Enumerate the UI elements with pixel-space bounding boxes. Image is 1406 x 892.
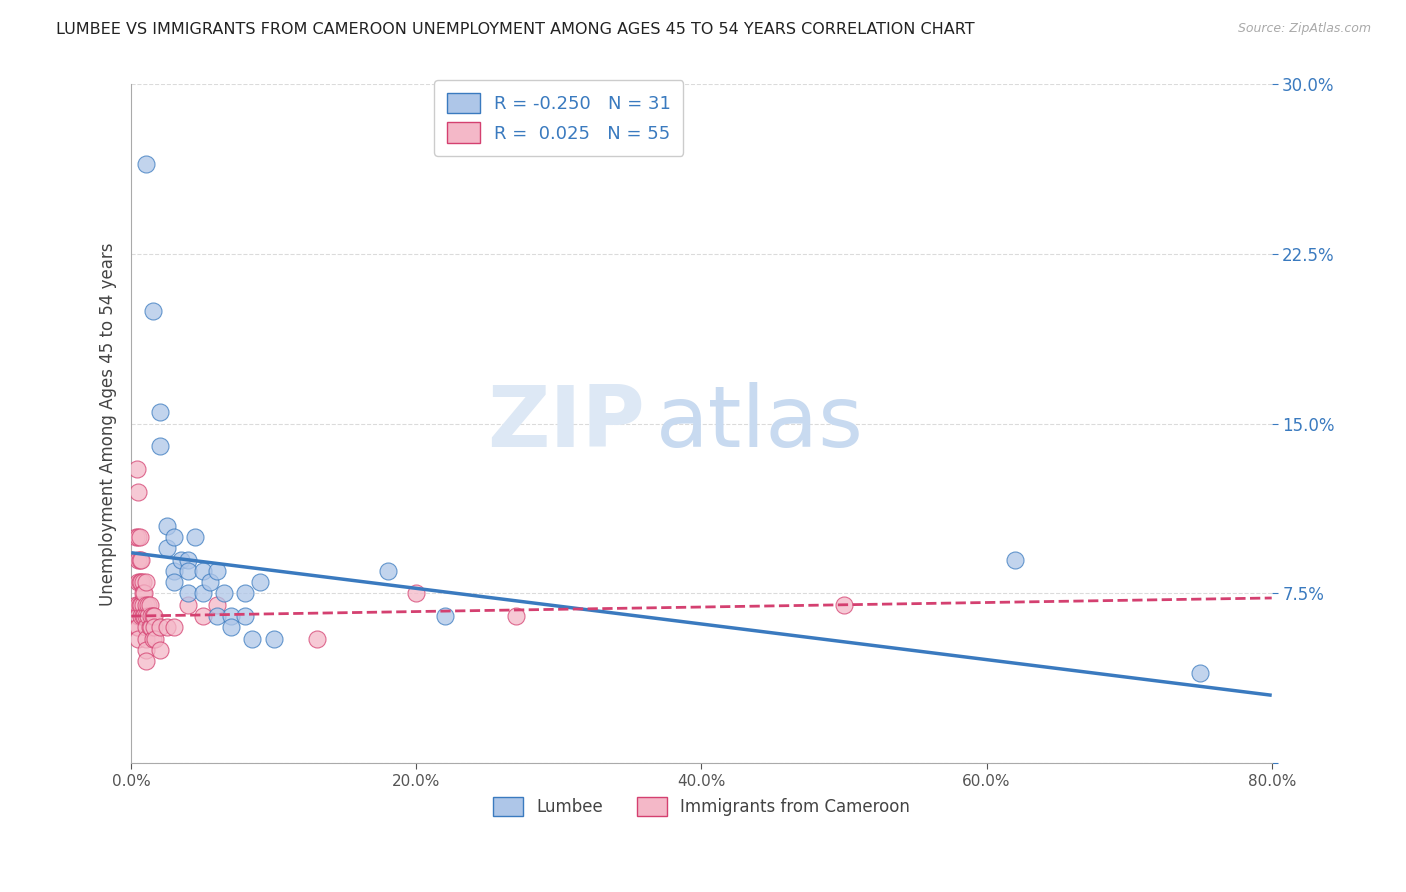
Point	[205, 564, 228, 578]
Point	[134, 620, 156, 634]
Point	[142, 303, 165, 318]
Point	[141, 620, 163, 634]
Point	[1189, 665, 1212, 680]
Legend: Lumbee, Immigrants from Cameroon: Lumbee, Immigrants from Cameroon	[486, 790, 917, 822]
Text: ZIP: ZIP	[486, 383, 644, 466]
Point	[127, 484, 149, 499]
Point	[143, 620, 166, 634]
Y-axis label: Unemployment Among Ages 45 to 54 years: Unemployment Among Ages 45 to 54 years	[100, 242, 117, 606]
Point	[134, 156, 156, 170]
Point	[127, 632, 149, 646]
Point	[127, 620, 149, 634]
Point	[149, 643, 172, 657]
Point	[138, 598, 160, 612]
Point	[405, 586, 427, 600]
Point	[134, 575, 156, 590]
Point	[249, 575, 271, 590]
Point	[177, 564, 200, 578]
Point	[191, 609, 214, 624]
Point	[149, 405, 172, 419]
Point	[263, 632, 285, 646]
Point	[127, 552, 149, 566]
Point	[125, 620, 148, 634]
Point	[163, 564, 186, 578]
Point	[132, 609, 155, 624]
Point	[134, 609, 156, 624]
Point	[129, 609, 152, 624]
Point	[128, 575, 150, 590]
Point	[242, 632, 264, 646]
Text: LUMBEE VS IMMIGRANTS FROM CAMEROON UNEMPLOYMENT AMONG AGES 45 TO 54 YEARS CORREL: LUMBEE VS IMMIGRANTS FROM CAMEROON UNEMP…	[56, 22, 974, 37]
Point	[145, 632, 167, 646]
Point	[125, 462, 148, 476]
Point	[832, 598, 855, 612]
Text: atlas: atlas	[655, 383, 863, 466]
Point	[139, 620, 162, 634]
Point	[131, 586, 153, 600]
Point	[191, 586, 214, 600]
Point	[156, 518, 179, 533]
Point	[1004, 552, 1026, 566]
Point	[219, 620, 242, 634]
Point	[163, 575, 186, 590]
Point	[205, 609, 228, 624]
Point	[156, 620, 179, 634]
Point	[305, 632, 328, 646]
Point	[131, 598, 153, 612]
Point	[132, 586, 155, 600]
Point	[170, 552, 193, 566]
Point	[127, 575, 149, 590]
Point	[377, 564, 399, 578]
Point	[124, 598, 146, 612]
Point	[505, 609, 527, 624]
Point	[127, 530, 149, 544]
Point	[134, 654, 156, 668]
Point	[128, 598, 150, 612]
Point	[129, 598, 152, 612]
Point	[149, 620, 172, 634]
Point	[433, 609, 456, 624]
Point	[149, 439, 172, 453]
Point	[127, 598, 149, 612]
Point	[124, 530, 146, 544]
Point	[139, 598, 162, 612]
Point	[177, 598, 200, 612]
Point	[127, 609, 149, 624]
Point	[212, 586, 235, 600]
Point	[134, 598, 156, 612]
Point	[156, 541, 179, 556]
Point	[233, 586, 256, 600]
Point	[129, 552, 152, 566]
Point	[177, 586, 200, 600]
Point	[141, 609, 163, 624]
Point	[205, 598, 228, 612]
Point	[163, 620, 186, 634]
Point	[233, 609, 256, 624]
Point	[177, 552, 200, 566]
Point	[163, 530, 186, 544]
Point	[131, 609, 153, 624]
Point	[134, 632, 156, 646]
Point	[184, 530, 207, 544]
Point	[142, 609, 165, 624]
Point	[128, 552, 150, 566]
Point	[138, 609, 160, 624]
Point	[143, 609, 166, 624]
Point	[129, 575, 152, 590]
Point	[191, 564, 214, 578]
Text: Source: ZipAtlas.com: Source: ZipAtlas.com	[1237, 22, 1371, 36]
Point	[219, 609, 242, 624]
Point	[142, 632, 165, 646]
Point	[198, 575, 221, 590]
Point	[128, 530, 150, 544]
Point	[131, 575, 153, 590]
Point	[134, 643, 156, 657]
